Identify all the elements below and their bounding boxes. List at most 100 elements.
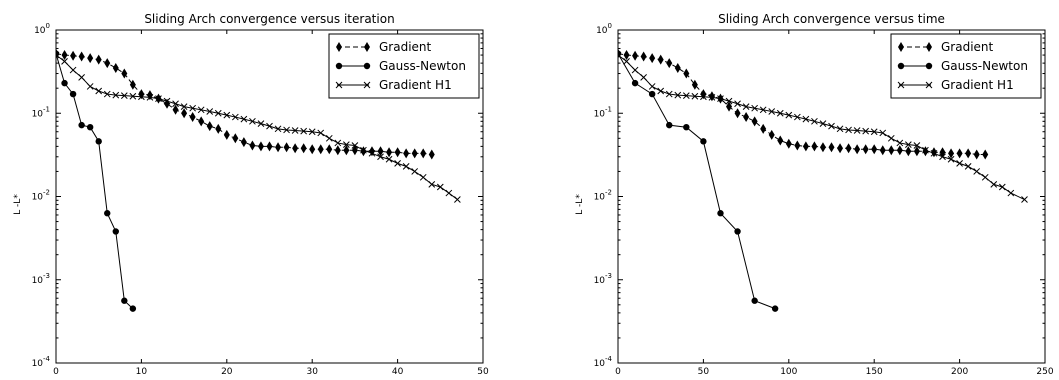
data-point-gradient-h1	[811, 117, 818, 125]
data-point-gradient-h1	[138, 93, 145, 101]
legend-marker-gradient-h1	[363, 81, 371, 89]
data-point-gradient	[300, 143, 307, 154]
y-tick-label: 100	[34, 22, 50, 36]
x-marker-stroke	[776, 109, 784, 117]
data-point-gradient	[896, 145, 903, 156]
legend-marker-gradient-h1	[335, 81, 343, 89]
x-marker-stroke	[870, 128, 878, 136]
x-marker-stroke	[751, 104, 758, 112]
data-point-gradient	[232, 133, 239, 144]
data-point-gradient-h1	[700, 93, 707, 101]
data-point-gradient-h1	[998, 183, 1006, 191]
data-point-gradient	[215, 123, 222, 134]
x-marker-stroke	[819, 120, 827, 128]
x-marker-stroke	[146, 94, 154, 101]
data-point-gradient	[913, 146, 920, 157]
x-marker-stroke	[828, 122, 835, 130]
x-marker-stroke	[428, 180, 436, 188]
y-tick-label: 100	[596, 22, 612, 36]
x-tick-label: 200	[951, 367, 968, 376]
x-marker-stroke	[325, 134, 333, 142]
data-point-gradient-h1	[990, 180, 998, 188]
data-point-gradient	[283, 142, 290, 153]
data-point-gradient	[87, 53, 94, 64]
data-point-gradient	[129, 79, 136, 90]
data-point-gradient-h1	[618, 51, 622, 59]
x-marker-stroke	[862, 127, 870, 135]
data-point-gradient	[640, 51, 647, 62]
legend-marker-gauss-newton	[335, 62, 343, 70]
x-marker-stroke	[411, 168, 419, 175]
legend-marker-gradient	[898, 42, 904, 52]
x-marker-stroke	[793, 113, 801, 121]
data-point-gradient	[240, 137, 247, 148]
x-marker-stroke	[682, 92, 690, 99]
data-point-gradient-h1	[623, 58, 630, 65]
data-point-gradient-h1	[913, 142, 921, 149]
data-point-gradient	[181, 108, 188, 119]
data-point-gradient-h1	[112, 91, 120, 99]
data-point-gradient-h1	[308, 128, 316, 136]
data-point-gradient-h1	[947, 155, 955, 163]
data-point-gradient-h1	[120, 92, 128, 99]
data-point-gradient	[905, 146, 912, 157]
x-marker-stroke	[897, 81, 905, 89]
x-marker-stroke	[1021, 196, 1028, 203]
x-marker-stroke	[964, 163, 972, 170]
data-point-gauss-newton	[69, 90, 77, 98]
data-point-gradient	[78, 51, 85, 62]
data-point-gauss-newton	[771, 305, 779, 312]
data-point-gradient	[657, 54, 664, 65]
data-point-gradient-h1	[802, 115, 810, 123]
data-point-gradient-h1	[394, 160, 401, 167]
y-axis-label: L -L*	[575, 194, 585, 215]
data-point-gradient-h1	[419, 173, 427, 181]
data-point-gradient-h1	[708, 94, 716, 101]
x-marker-stroke	[163, 97, 171, 105]
x-marker-stroke	[120, 92, 128, 99]
data-point-gradient-h1	[657, 87, 665, 95]
series-line-gradient-h1	[618, 54, 1025, 200]
x-tick-label: 20	[221, 367, 233, 376]
data-point-gradient-h1	[78, 73, 85, 81]
x-tick-label: 150	[866, 367, 883, 376]
data-point-gradient-h1	[691, 92, 699, 100]
data-point-gradient	[61, 50, 68, 61]
data-point-gradient-h1	[266, 122, 273, 130]
x-marker-stroke	[56, 51, 60, 56]
x-marker-stroke	[981, 173, 989, 181]
data-point-gradient	[189, 112, 196, 123]
data-point-gradient-h1	[283, 126, 290, 134]
x-marker-stroke	[360, 146, 367, 154]
x-tick-label: 50	[698, 367, 710, 376]
data-point-gradient	[837, 143, 844, 154]
data-point-gradient	[777, 135, 784, 146]
data-point-gauss-newton	[618, 50, 622, 57]
x-marker-stroke	[674, 91, 682, 99]
x-marker-stroke	[725, 97, 733, 105]
data-point-gradient-h1	[454, 196, 461, 203]
data-point-gauss-newton	[61, 79, 68, 87]
data-point-gradient-h1	[56, 51, 60, 59]
x-marker-stroke	[402, 163, 410, 170]
chart-title: Sliding Arch convergence versus time	[718, 12, 945, 26]
x-marker-stroke	[69, 66, 77, 74]
data-point-gradient	[760, 123, 767, 134]
x-marker-stroke	[691, 92, 699, 100]
data-point-gradient-h1	[819, 120, 827, 128]
y-tick-label: 10-3	[594, 272, 612, 286]
data-point-gradient	[70, 50, 77, 61]
data-point-gradient-h1	[734, 100, 741, 108]
x-marker-stroke	[300, 127, 308, 135]
data-point-gradient	[828, 142, 835, 153]
legend-marker-gauss-newton	[897, 62, 905, 70]
data-point-gradient	[172, 104, 179, 115]
legend-label-gauss-newton: Gauss-Newton	[941, 59, 1028, 73]
y-tick-label: 10-3	[32, 272, 50, 286]
legend-marker-gauss-newton	[363, 62, 371, 70]
x-marker-stroke	[368, 149, 376, 157]
data-point-gradient	[206, 121, 213, 132]
x-marker-stroke	[445, 189, 453, 197]
x-marker-stroke	[274, 125, 282, 133]
x-marker-stroke	[249, 117, 256, 125]
